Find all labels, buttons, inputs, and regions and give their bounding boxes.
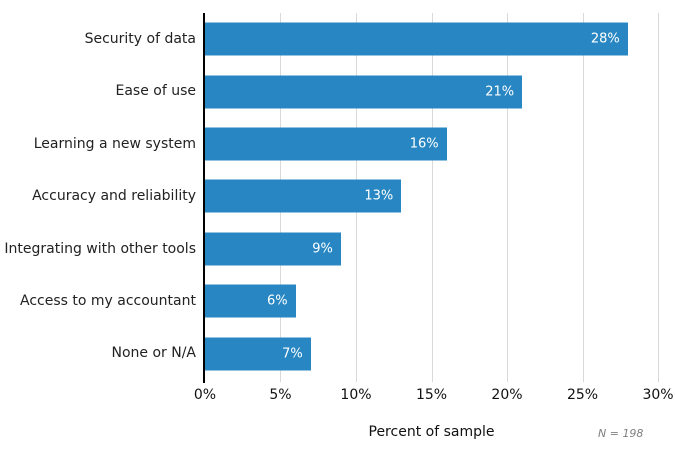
bar-row: Access to my accountant 6% [0, 275, 658, 327]
x-tick-label: 15% [415, 387, 448, 403]
gridline [506, 13, 508, 382]
bar: 28% [205, 22, 628, 56]
gridline [582, 13, 584, 382]
bar-value-label: 16% [409, 136, 439, 152]
y-axis-line [203, 13, 205, 383]
bar: 9% [205, 232, 341, 266]
bar-track: 16% [205, 118, 658, 170]
bar-rows: Security of data 28% Ease of use 21% Learnin… [0, 13, 658, 380]
category-label: Accuracy and reliability [32, 188, 196, 205]
gridline [658, 13, 659, 382]
x-tick-label: 25% [566, 387, 599, 403]
x-tick-label: 5% [269, 387, 292, 403]
bar-value-label: 9% [312, 241, 333, 257]
bar: 6% [205, 284, 296, 318]
bar-row: Learning a new system 16% [0, 118, 658, 170]
bar-value-label: 21% [485, 84, 515, 100]
bar-value-label: 6% [266, 293, 288, 309]
bar-row: Security of data 28% [0, 13, 658, 65]
x-tick-label: 10% [340, 387, 372, 403]
bar-row: None or N/A 7% [0, 328, 658, 380]
bar-row: Integrating with other tools 9% [0, 223, 658, 275]
bar-value-label: 7% [282, 346, 303, 362]
bar: 7% [205, 337, 311, 371]
gridline [431, 13, 433, 382]
bar: 13% [205, 179, 402, 213]
bar-value-label: 13% [364, 188, 394, 204]
bar-track: 28% [205, 13, 658, 65]
category-label: Integrating with other tools [4, 240, 196, 257]
category-label: None or N/A [111, 345, 196, 362]
x-tick-label: 0% [193, 387, 217, 403]
bar-track: 6% [205, 275, 658, 327]
x-tick-label: 20% [491, 387, 523, 403]
category-label: Access to my accountant [20, 292, 196, 309]
bar-track: 21% [205, 65, 658, 117]
bar-row: Accuracy and reliability 13% [0, 170, 658, 222]
bar-value-label: 28% [590, 31, 620, 47]
category-label: Security of data [84, 30, 196, 47]
x-axis-tick-labels: 0% 5% 10% 15% 20% 25% 30% [194, 387, 674, 407]
bar-track: 13% [205, 170, 658, 222]
bar-track: 7% [205, 328, 658, 380]
bar-track: 9% [205, 223, 658, 275]
x-tick-label: 30% [642, 387, 674, 403]
sample-size-note: N = 198 [598, 427, 644, 440]
category-label: Learning a new system [33, 135, 196, 152]
bar: 21% [205, 75, 523, 109]
x-axis-title: Percent of sample [368, 424, 495, 440]
bar: 16% [205, 127, 447, 161]
bar-row: Ease of use 21% [0, 65, 658, 117]
category-label: Ease of use [115, 83, 196, 100]
